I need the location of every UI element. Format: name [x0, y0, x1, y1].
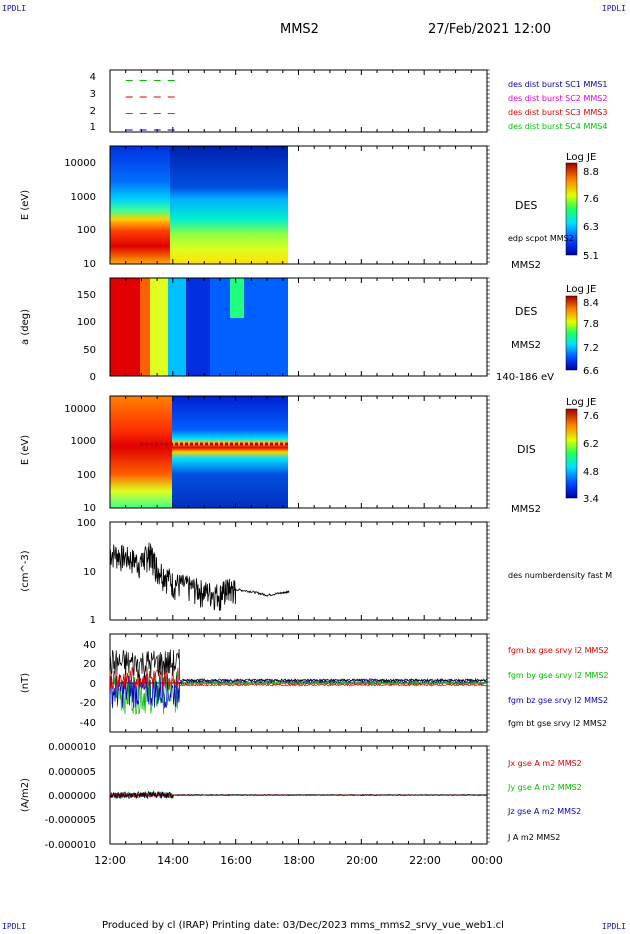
panel2-spectrogram-late — [170, 146, 288, 264]
panel3-band-3 — [150, 278, 168, 376]
p7-j-line — [109, 790, 488, 800]
p5-density-line — [109, 542, 290, 611]
colorbar-panel3 — [565, 295, 578, 371]
corner-label-bottom-left: IPDLI — [2, 922, 27, 931]
panel3-band-6 — [230, 278, 244, 318]
p6-bt-line — [109, 648, 487, 683]
panel4-spectrogram-late — [172, 396, 288, 508]
corner-label-bottom-right: IPDLI — [601, 922, 626, 931]
panel4-spectrogram-early — [110, 396, 172, 508]
footer-text: Produced by cl (IRAP) Printing date: 03/… — [102, 920, 504, 931]
colorbar-panel4 — [565, 408, 578, 499]
colorbar-panel2 — [565, 162, 578, 256]
panel5-frame — [109, 521, 488, 621]
panel1-frame — [109, 69, 488, 133]
panel3-band-1 — [110, 278, 140, 376]
corner-label-top-right: IPDLI — [601, 4, 626, 13]
mission-title: MMS2 — [280, 22, 319, 37]
time-title: 27/Feb/2021 12:00 — [428, 22, 551, 37]
panel3-band-5 — [186, 278, 210, 376]
panel3-band-2 — [140, 278, 150, 376]
corner-label-top-left: IPDLI — [2, 4, 27, 13]
p6-bz-line — [109, 673, 488, 709]
panel3-band-4 — [168, 278, 186, 376]
